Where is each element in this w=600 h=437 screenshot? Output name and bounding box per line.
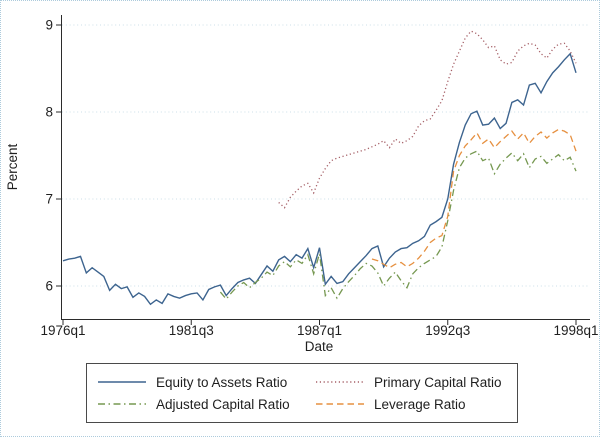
- y-tick-label-8: 8: [45, 105, 53, 120]
- x-tick-label-1981q3: 1981q3: [169, 323, 214, 338]
- y-tick-label-9: 9: [45, 18, 53, 33]
- x-tick-label-1998q1: 1998q1: [553, 323, 598, 338]
- series-line-leverage-ratio: [371, 128, 577, 269]
- series-line-adjusted-capital-ratio: [219, 150, 577, 301]
- x-tick-label-1976q1: 1976q1: [40, 323, 85, 338]
- legend-item-leverage-ratio: Leverage Ratio: [315, 397, 507, 412]
- axes: [56, 15, 590, 325]
- axis-labels: 6 7 8 9 1976q1 1981q3 1987q1 1992q3 1998q1 Percen…: [5, 18, 599, 355]
- primary-line-sample-icon: [316, 381, 364, 383]
- x-tick-label-1992q3: 1992q3: [425, 323, 470, 338]
- x-axis-title: Date: [305, 339, 334, 354]
- y-tick-label-7: 7: [45, 192, 53, 207]
- gridlines: [62, 24, 590, 287]
- chart-legend: Equity to Assets Ratio Primary Capital R…: [86, 363, 518, 423]
- series-line-equity-to-assets-ratio: [62, 52, 577, 306]
- leverage-line-sample-icon: [316, 403, 364, 405]
- series-lines: [62, 30, 577, 306]
- legend-item-primary-capital-ratio: Primary Capital Ratio: [315, 375, 507, 390]
- legend-label: Leverage Ratio: [374, 396, 466, 412]
- x-tick-label-1987q1: 1987q1: [297, 323, 342, 338]
- adjusted-line-sample-icon: [98, 403, 146, 405]
- legend-label: Primary Capital Ratio: [374, 374, 502, 390]
- legend-label: Equity to Assets Ratio: [156, 374, 288, 390]
- y-tick-label-6: 6: [45, 279, 53, 294]
- y-axis-title: Percent: [5, 143, 20, 190]
- legend-item-equity-to-assets-ratio: Equity to Assets Ratio: [97, 375, 315, 390]
- legend-item-adjusted-capital-ratio: Adjusted Capital Ratio: [97, 397, 315, 412]
- equity-line-sample-icon: [98, 381, 146, 383]
- capital-ratios-chart: 6 7 8 9 1976q1 1981q3 1987q1 1992q3 1998q1 Percen…: [5, 15, 599, 355]
- series-line-primary-capital-ratio: [278, 30, 577, 209]
- legend-label: Adjusted Capital Ratio: [156, 396, 290, 412]
